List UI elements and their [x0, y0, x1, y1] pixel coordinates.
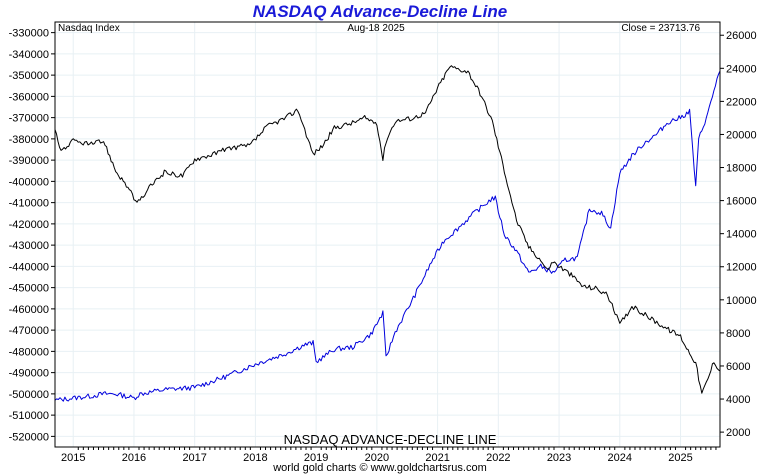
x-tick-label: 2019: [304, 452, 328, 464]
x-tick-label: 2024: [608, 452, 632, 464]
grid-lines: [55, 22, 720, 447]
right-tick-label: 4000: [726, 394, 750, 406]
x-tick-label: 2023: [547, 452, 571, 464]
right-tick-label: 2000: [726, 427, 750, 439]
left-tick-label: -350000: [9, 70, 49, 82]
ad-line-label: NASDAQ ADVANCE-DECLINE LINE: [284, 432, 497, 447]
left-tick-label: -390000: [9, 155, 49, 167]
chart-title: NASDAQ Advance-Decline Line: [252, 2, 508, 21]
left-tick-label: -490000: [9, 368, 49, 380]
right-tick-label: 14000: [726, 229, 757, 241]
left-axis: -330000 -340000 -350000 -360000 -370000 -3800…: [9, 28, 55, 443]
nasdaq-index-series: [54, 65, 721, 394]
left-tick-label: -520000: [9, 431, 49, 443]
x-tick-label: 2015: [61, 452, 85, 464]
left-tick-label: -360000: [9, 91, 49, 103]
left-tick-label: -460000: [9, 304, 49, 316]
ad-line-series: [54, 70, 721, 402]
right-tick-label: 6000: [726, 361, 750, 373]
left-tick-label: -470000: [9, 325, 49, 337]
left-tick-label: -440000: [9, 261, 49, 273]
left-tick-label: -480000: [9, 346, 49, 358]
left-tick-label: -420000: [9, 219, 49, 231]
left-tick-label: -400000: [9, 176, 49, 188]
right-tick-label: 8000: [726, 328, 750, 340]
x-tick-label: 2021: [425, 452, 449, 464]
x-tick-label: 2018: [243, 452, 267, 464]
left-tick-label: -510000: [9, 410, 49, 422]
x-tick-label: 2025: [668, 452, 692, 464]
left-tick-label: -380000: [9, 134, 49, 146]
left-tick-label: -500000: [9, 389, 49, 401]
right-tick-label: 20000: [726, 129, 757, 141]
right-tick-label: 26000: [726, 30, 757, 42]
x-tick-label: 2022: [486, 452, 510, 464]
x-tick-label: 2017: [182, 452, 206, 464]
left-tick-label: -370000: [9, 113, 49, 125]
right-tick-label: 10000: [726, 295, 757, 307]
close-value-label: Close = 23713.76: [621, 23, 700, 34]
x-tick-label: 2016: [122, 452, 146, 464]
right-tick-label: 16000: [726, 196, 757, 208]
right-axis: 26000 24000 22000 20000 18000 16000 14000 12000…: [720, 30, 757, 439]
left-tick-label: -430000: [9, 240, 49, 252]
left-tick-label: -330000: [9, 28, 49, 40]
index-name-label: Nasdaq Index: [58, 23, 120, 34]
left-tick-label: -450000: [9, 283, 49, 295]
footer-credit: world gold charts © www.goldchartsrus.co…: [273, 462, 487, 474]
right-tick-label: 18000: [726, 163, 757, 175]
right-tick-label: 22000: [726, 96, 757, 108]
plot-frame: [54, 21, 721, 448]
left-tick-label: -410000: [9, 198, 49, 210]
x-tick-label: 2020: [365, 452, 389, 464]
series-layer: [54, 65, 721, 402]
x-axis: 2015 2016 2017 2018 2019 2020 2021 2022 2023 2024…: [61, 447, 717, 464]
left-tick-label: -340000: [9, 49, 49, 61]
date-label: Aug-18 2025: [347, 23, 405, 34]
right-tick-label: 24000: [726, 63, 757, 75]
right-tick-label: 12000: [726, 262, 757, 274]
